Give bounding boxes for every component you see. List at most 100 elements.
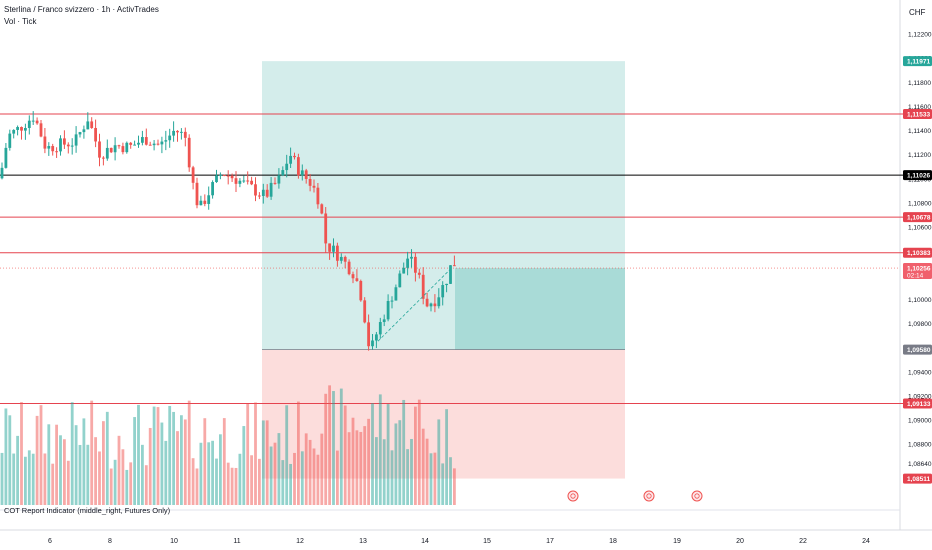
volume-bar <box>238 453 242 505</box>
y-tick-label: 1,09400 <box>908 369 932 376</box>
candle-body <box>39 123 43 137</box>
volume-bar <box>35 415 39 505</box>
level-label-0: 1,11971 <box>907 59 931 66</box>
candle-body <box>121 146 125 153</box>
candle-body <box>66 144 70 147</box>
candle-body <box>35 120 39 124</box>
candle-body <box>172 130 175 136</box>
candle-body <box>164 140 168 142</box>
candle-body <box>410 256 413 259</box>
volume-bar <box>367 418 370 505</box>
candle-body <box>382 319 386 323</box>
volume-bar <box>281 460 285 505</box>
candle-body <box>47 146 51 149</box>
candle-body <box>94 127 97 142</box>
volume-bar <box>31 453 35 505</box>
volume-bar <box>386 404 390 505</box>
volume-legend[interactable]: Vol · Tick <box>4 17 37 26</box>
volume-bar <box>211 440 214 505</box>
event-marker-icon <box>643 490 655 502</box>
volume-bar <box>82 418 86 505</box>
volume-bar <box>43 453 47 505</box>
candle-body <box>82 129 86 133</box>
candle-body <box>402 267 406 274</box>
y-tick-label: 1,09800 <box>908 321 932 328</box>
candle-body <box>0 167 4 179</box>
candle-body <box>277 175 281 184</box>
level-label-1: 1,11533 <box>907 111 931 118</box>
currency-label[interactable]: CHF <box>909 8 926 17</box>
y-tick-label: 1,11800 <box>908 80 931 87</box>
candle-body <box>289 155 292 164</box>
volume-bar <box>269 446 273 505</box>
candle-body <box>70 145 74 147</box>
event-marker-dot <box>646 493 652 499</box>
volume-bar <box>172 411 175 505</box>
candle-body <box>203 200 207 204</box>
x-tick-label: 20 <box>736 538 744 545</box>
level-badge-7 <box>903 398 932 409</box>
candle-body <box>445 283 448 286</box>
volume-bar <box>141 444 144 505</box>
cot-indicator-legend[interactable]: COT Report Indicator (middle_right, Futu… <box>4 506 171 515</box>
volume-bar <box>265 420 269 505</box>
volume-bar <box>324 393 328 505</box>
candle-body <box>359 280 363 301</box>
volume-bar <box>94 437 97 505</box>
y-tick-label: 1,09000 <box>908 418 932 425</box>
candle-body <box>386 301 390 320</box>
candle-body <box>187 137 191 168</box>
volume-bar <box>113 459 117 505</box>
volume-bar <box>332 391 335 505</box>
y-tick-label: 1,11200 <box>908 152 931 159</box>
level-label-2: 1,11026 <box>907 173 931 180</box>
candle-body <box>195 182 199 206</box>
candle-body <box>148 144 152 146</box>
volume-bar <box>304 433 308 505</box>
candle-body <box>133 144 136 146</box>
volume-bar <box>121 449 125 505</box>
candle-body <box>351 274 355 279</box>
volume-bar <box>378 394 382 505</box>
candle-body <box>394 287 398 301</box>
volume-bar <box>66 460 70 505</box>
volume-bar <box>441 463 445 505</box>
symbol-title[interactable]: Sterlina / Franco svizzero · 1h · ActivT… <box>4 5 159 14</box>
volume-bar <box>453 468 456 505</box>
candle-body <box>417 272 421 275</box>
volume-bar <box>117 435 121 505</box>
candle-body <box>246 180 250 182</box>
volume-bar <box>371 403 374 505</box>
volume-bar <box>39 405 43 505</box>
level-badge-1 <box>903 108 932 119</box>
candle-body <box>180 131 183 133</box>
x-tick-label: 13 <box>359 538 367 545</box>
candle-body <box>211 182 214 196</box>
x-tick-label: 17 <box>546 538 554 545</box>
candle-body <box>8 133 12 148</box>
level-label-3: 1,10678 <box>907 215 931 222</box>
event-marker-dot <box>570 493 576 499</box>
volume-bar <box>449 457 452 505</box>
x-tick-label: 22 <box>799 538 807 545</box>
event-marker-icon <box>567 490 579 502</box>
candle-body <box>378 322 382 335</box>
x-tick-label: 12 <box>296 538 304 545</box>
volume-bar <box>258 458 261 505</box>
candle-body <box>86 121 90 130</box>
countdown-label: 02:14 <box>907 273 924 280</box>
candle-body <box>90 121 94 128</box>
level-badge-3 <box>903 212 932 223</box>
candle-body <box>371 340 374 347</box>
candle-body <box>98 141 101 158</box>
candle-body <box>297 157 300 176</box>
volume-bar <box>16 435 19 505</box>
volume-bar <box>168 405 172 505</box>
volume-bar <box>226 462 230 505</box>
volume-bar <box>176 431 179 505</box>
candle-body <box>63 138 66 145</box>
candle-body <box>308 178 312 186</box>
volume-bar <box>156 407 160 505</box>
candle-body <box>258 195 261 197</box>
